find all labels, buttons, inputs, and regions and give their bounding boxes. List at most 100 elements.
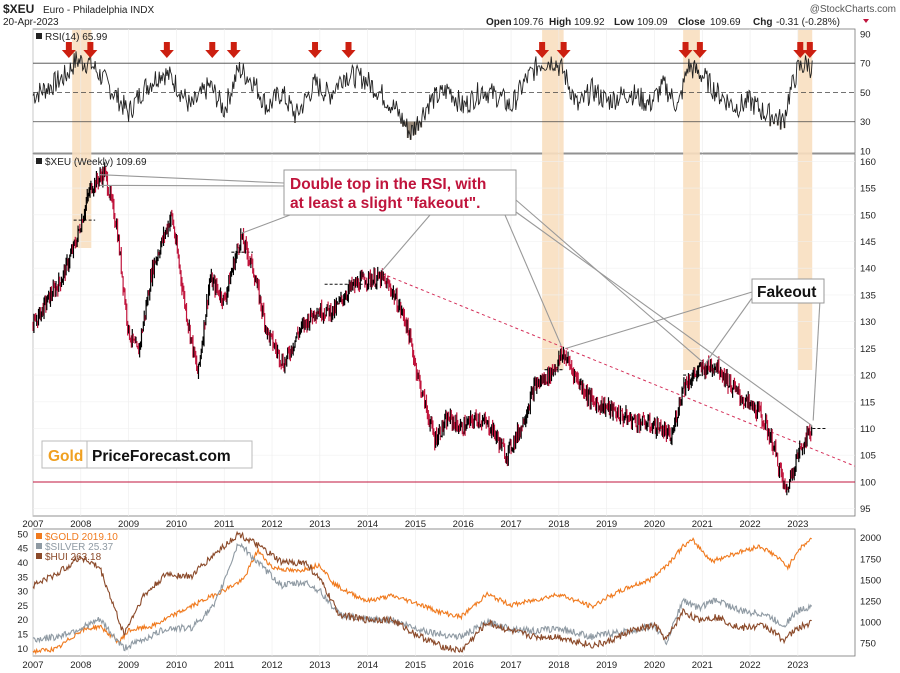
- rsi-tick-label: 10: [860, 147, 871, 158]
- watermark: @StockCharts.com: [810, 4, 896, 15]
- x-tick-label: 2010: [166, 519, 187, 530]
- rsi-arrows: [61, 42, 817, 58]
- metals-right-tick: 1500: [860, 575, 881, 586]
- change-down-icon: [863, 19, 869, 23]
- brand-box: Gold PriceForecast.com: [41, 440, 253, 469]
- price-tick-label: 105: [860, 451, 876, 462]
- highlight-band: [72, 30, 92, 248]
- metals-lines: [32, 530, 813, 655]
- price-tick-label: 150: [860, 210, 876, 221]
- x-tick-label: 2016: [453, 660, 474, 671]
- double-top-box: [283, 169, 517, 216]
- down-arrow-icon: [556, 42, 571, 58]
- x-tick-label: 2008: [70, 660, 91, 671]
- x-tick-label: 2015: [405, 519, 426, 530]
- callout-line: [515, 199, 703, 363]
- double-top-line-1: Double top in the RSI, with: [290, 176, 486, 193]
- gold-legend-swatch: [36, 533, 42, 539]
- x-tick-label: 2016: [453, 519, 474, 530]
- metals-right-axis: 750 1000 1250 1500 1750 2000: [860, 533, 881, 649]
- callout-lines: [99, 174, 821, 427]
- symbol: $XEU: [3, 2, 34, 16]
- metals-left-tick: 15: [17, 629, 28, 640]
- metals-series-line: [32, 537, 813, 655]
- silver-legend-swatch: [36, 543, 42, 549]
- x-tick-label: 2019: [596, 519, 617, 530]
- metals-right-tick: 1750: [860, 554, 881, 565]
- metals-left-tick: 35: [17, 572, 28, 583]
- down-arrow-icon: [205, 42, 220, 58]
- x-tick-label: 2014: [357, 519, 378, 530]
- down-arrow-icon: [226, 42, 241, 58]
- price-axis-ticks: 95 100 105 110 115 120 125 130 135 140 145 150 155 16…: [860, 157, 876, 515]
- fakeout-label: Fakeout: [757, 284, 816, 301]
- price-tick-label: 135: [860, 290, 876, 301]
- price-tick-label: 160: [860, 157, 876, 168]
- x-tick-label: 2021: [692, 519, 713, 530]
- x-tick-label: 2022: [740, 519, 761, 530]
- close-label: Close: [678, 17, 706, 28]
- downtrend-line: [381, 273, 856, 467]
- callout-line: [381, 214, 431, 272]
- price-bars: [32, 162, 813, 496]
- down-arrow-icon: [83, 42, 98, 58]
- metals-right-tick: 2000: [860, 533, 881, 544]
- price-tick-label: 130: [860, 317, 876, 328]
- down-arrow-icon: [793, 42, 808, 58]
- close-value: 109.69: [710, 17, 741, 28]
- callout-line: [99, 174, 285, 184]
- x-tick-label: 2020: [644, 519, 665, 530]
- rsi-tick-label: 30: [860, 117, 871, 128]
- price-title: $XEU (Weekly) 109.69: [45, 157, 147, 168]
- double-top-annotation: Double top in the RSI, with at least a s…: [283, 169, 517, 216]
- metals-left-tick: 40: [17, 558, 28, 569]
- callout-line: [504, 214, 562, 346]
- open-label: Open: [486, 17, 512, 28]
- highlight-band: [797, 30, 813, 370]
- x-tick-label: 2017: [500, 519, 521, 530]
- price-tick-label: 125: [860, 344, 876, 355]
- x-tick-label: 2019: [596, 660, 617, 671]
- metals-left-tick: 25: [17, 601, 28, 612]
- down-arrow-icon: [535, 42, 550, 58]
- x-tick-label: 2022: [740, 660, 761, 671]
- x-tick-label: 2009: [118, 660, 139, 671]
- metals-right-tick: 1000: [860, 617, 881, 628]
- rsi-tick-label: 50: [860, 88, 871, 99]
- change-value: -0.31 (-0.28%): [776, 17, 840, 28]
- metals-legend: $GOLD 2019.10 $SILVER 25.37 $HUI 263.18: [36, 532, 118, 563]
- metals-right-tick: 1250: [860, 596, 881, 607]
- metals-right-tick: 750: [860, 639, 876, 650]
- metals-series-line: [32, 530, 812, 654]
- fakeout-annotation: Fakeout: [751, 278, 825, 304]
- rsi-tick-label: 70: [860, 59, 871, 70]
- x-tick-label: 2014: [357, 660, 378, 671]
- low-value: 109.09: [637, 17, 668, 28]
- price-tick-label: 100: [860, 477, 876, 488]
- rsi-tick-label: 90: [860, 29, 871, 40]
- rsi-axis-ticks: 10 30 50 70 90: [860, 29, 871, 157]
- x-tick-label: 2012: [261, 519, 282, 530]
- metals-left-tick: 30: [17, 587, 28, 598]
- down-arrow-icon: [692, 42, 707, 58]
- x-tick-label: 2007: [22, 519, 43, 530]
- metals-left-axis: 10 15 20 25 30 35 40 45 50: [17, 529, 28, 654]
- x-tick-label: 2010: [166, 660, 187, 671]
- down-arrow-icon: [678, 42, 693, 58]
- price-legend-swatch: [36, 158, 42, 164]
- highlight-band: [542, 30, 564, 370]
- metals-left-tick: 20: [17, 615, 28, 626]
- high-label: High: [549, 17, 571, 28]
- metals-panel: [32, 528, 856, 657]
- rsi-legend: RSI(14) 65.99: [36, 32, 108, 43]
- x-tick-label: 2017: [500, 660, 521, 671]
- x-tick-label: 2015: [405, 660, 426, 671]
- highlight-bands: [72, 30, 813, 370]
- gold-legend: $GOLD 2019.10: [45, 532, 118, 543]
- rsi-title: RSI(14) 65.99: [45, 32, 108, 43]
- x-tick-label: 2009: [118, 519, 139, 530]
- callout-line: [565, 291, 753, 349]
- rsi-legend-swatch: [36, 33, 42, 39]
- x-tick-label: 2013: [309, 660, 330, 671]
